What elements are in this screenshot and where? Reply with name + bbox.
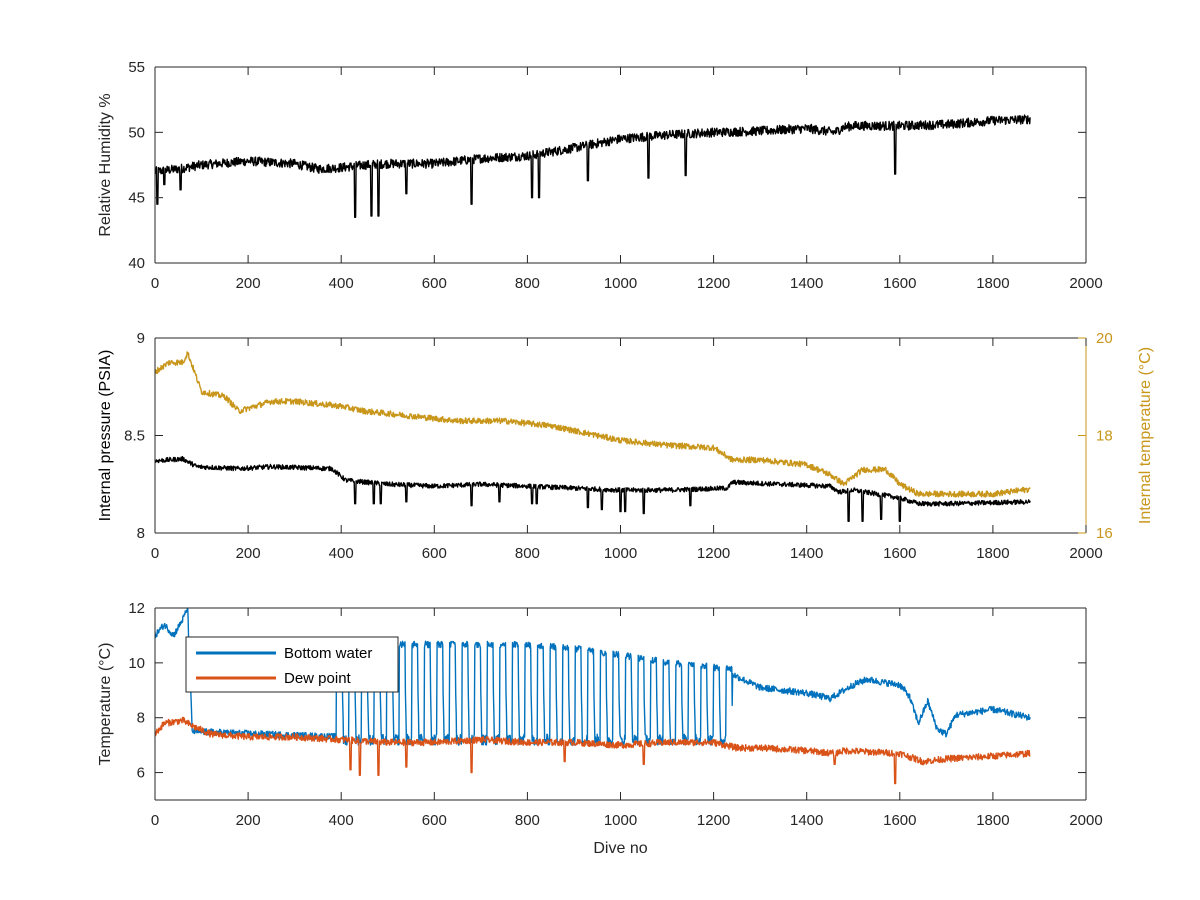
y-axis-label: Relative Humidity % bbox=[97, 93, 114, 236]
x-tick-label: 800 bbox=[515, 545, 540, 562]
x-tick-label: 400 bbox=[329, 275, 354, 292]
x-tick-label: 1400 bbox=[790, 545, 823, 562]
chart-panel-3: 0 200 400 600 800 1000 1200 1400 1600 1800 2000 6 8 1… bbox=[97, 600, 1103, 857]
legend-box bbox=[185, 636, 399, 693]
y-tick-label: 45 bbox=[128, 190, 145, 207]
chart-panel-2: 0 200 400 600 800 1000 1200 1400 1600 1800 2000 8 8.… bbox=[97, 330, 1154, 562]
series-line-internal-temperature bbox=[155, 351, 1031, 498]
x-tick-label: 1600 bbox=[883, 545, 916, 562]
x-tick-label: 200 bbox=[236, 545, 261, 562]
x-tick-label: 1600 bbox=[883, 812, 916, 829]
x-axis-label: Dive no bbox=[593, 840, 647, 857]
series-group bbox=[155, 351, 1031, 522]
x-tick-label: 2000 bbox=[1069, 545, 1102, 562]
x-tick-label: 2000 bbox=[1069, 812, 1102, 829]
y-tick-label: 55 bbox=[128, 59, 145, 76]
x-tick-label: 1800 bbox=[976, 812, 1009, 829]
y2-axis-label: Internal temperature (°C) bbox=[1137, 347, 1154, 524]
y2-tick-label: 18 bbox=[1096, 428, 1113, 445]
x-tick-label: 1600 bbox=[883, 275, 916, 292]
x-tick-label: 1400 bbox=[790, 275, 823, 292]
y-tick-label: 50 bbox=[128, 124, 145, 141]
series-line-trace-1 bbox=[155, 455, 1031, 522]
y2-tick-label: 20 bbox=[1096, 330, 1113, 347]
y-tick-label: 8 bbox=[137, 710, 145, 727]
series-line-dew-point bbox=[155, 716, 1031, 785]
y-tick-label: 8.5 bbox=[124, 428, 145, 445]
x-tick-label: 800 bbox=[515, 275, 540, 292]
x-tick-label: 0 bbox=[151, 812, 159, 829]
chart-panel-1: 0 200 400 600 800 1000 1200 1400 1600 1800 2000 40 4… bbox=[97, 59, 1103, 292]
legend: Bottom water Dew point bbox=[185, 636, 399, 693]
y-axis-label: Internal pressure (PSIA) bbox=[97, 350, 114, 522]
x-tick-label: 1000 bbox=[604, 275, 637, 292]
x-tick-label: 200 bbox=[236, 812, 261, 829]
legend-label: Bottom water bbox=[284, 645, 372, 662]
x-tick-label: 1000 bbox=[604, 812, 637, 829]
y-axis-label: Temperature (°C) bbox=[97, 643, 114, 766]
x-tick-label: 1200 bbox=[697, 545, 730, 562]
x-tick-label: 600 bbox=[422, 812, 447, 829]
y-tick-label: 9 bbox=[137, 330, 145, 347]
y-tick-label: 8 bbox=[137, 525, 145, 542]
x-tick-label: 600 bbox=[422, 275, 447, 292]
x-tick-label: 800 bbox=[515, 812, 540, 829]
series-group bbox=[155, 114, 1031, 219]
y-tick-label: 6 bbox=[137, 765, 145, 782]
x-tick-label: 1800 bbox=[976, 545, 1009, 562]
x-tick-label: 400 bbox=[329, 812, 354, 829]
x-tick-label: 1400 bbox=[790, 812, 823, 829]
x-tick-label: 600 bbox=[422, 545, 447, 562]
x-tick-label: 0 bbox=[151, 275, 159, 292]
y2-tick-label: 16 bbox=[1096, 525, 1113, 542]
x-tick-label: 200 bbox=[236, 275, 261, 292]
x-tick-label: 1000 bbox=[604, 545, 637, 562]
y-tick-label: 10 bbox=[128, 655, 145, 672]
x-tick-label: 1800 bbox=[976, 275, 1009, 292]
x-tick-label: 1200 bbox=[697, 812, 730, 829]
series-line-trace-1 bbox=[155, 114, 1031, 219]
x-tick-label: 1200 bbox=[697, 275, 730, 292]
series-group bbox=[155, 608, 1031, 785]
x-tick-label: 2000 bbox=[1069, 275, 1102, 292]
y-tick-label: 40 bbox=[128, 255, 145, 272]
legend-label: Dew point bbox=[284, 670, 352, 687]
x-tick-label: 400 bbox=[329, 545, 354, 562]
x-tick-label: 0 bbox=[151, 545, 159, 562]
y-tick-label: 12 bbox=[128, 600, 145, 617]
